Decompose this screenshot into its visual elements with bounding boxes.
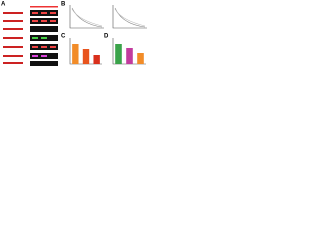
bar [126,48,133,64]
bar [93,55,100,64]
figure: A B C D [1,2,147,66]
curve [114,8,146,27]
header-bar [30,6,58,8]
line-plots [69,5,147,29]
axes [69,38,146,65]
panel-label: D [104,34,109,40]
row-labels [3,12,23,64]
curve [114,7,146,28]
bar [115,44,122,64]
curve [71,8,103,27]
axes [69,5,104,29]
panel-label: B [61,2,66,8]
curve [71,7,103,28]
panel-label: C [61,34,66,40]
bar [137,53,144,64]
bar [72,44,79,64]
panel-label: A [1,2,6,8]
bar [82,49,90,64]
axes [112,5,147,29]
bands [32,12,56,57]
blot-panel [3,6,58,66]
